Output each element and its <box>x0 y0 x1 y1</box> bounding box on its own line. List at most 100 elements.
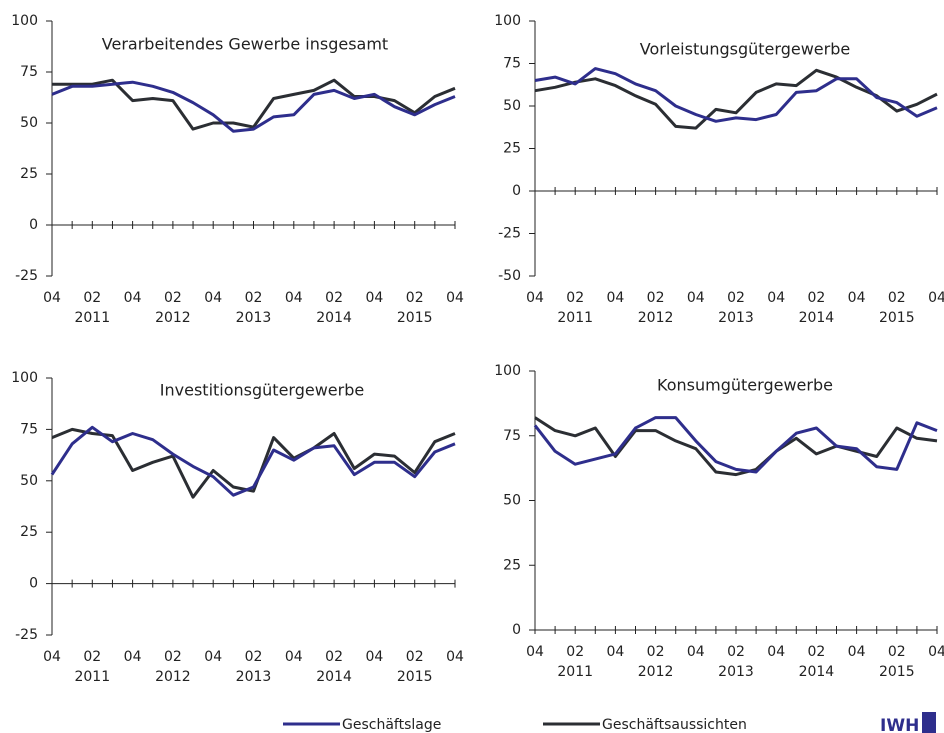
x-tick-label: 02 <box>566 290 584 306</box>
x-tick-label: 02 <box>325 290 343 306</box>
x-tick-label: 04 <box>285 290 303 306</box>
x-tick-label: 04 <box>928 290 944 306</box>
x-tick-label: 04 <box>848 290 866 306</box>
x-tick-label: 02 <box>83 649 101 665</box>
x-tick-label: 02 <box>727 644 745 660</box>
x-tick-label: 02 <box>888 644 906 660</box>
x-tick-label: 02 <box>406 290 424 306</box>
x-tick-label: 02 <box>807 290 825 306</box>
y-tick-label: 50 <box>20 115 38 131</box>
y-tick-label: 0 <box>29 217 38 233</box>
x-tick-label: 02 <box>807 644 825 660</box>
y-tick-label: 75 <box>503 56 521 72</box>
series-line <box>52 78 456 131</box>
x-year-label: 2015 <box>879 310 915 326</box>
y-tick-label: 75 <box>503 428 521 444</box>
x-year-label: 2015 <box>397 669 433 685</box>
x-tick-label: 04 <box>124 649 142 665</box>
panel-title: Verarbeitendes Gewerbe insgesamt <box>102 35 388 54</box>
x-year-label: 2012 <box>155 310 191 326</box>
y-tick-label: 25 <box>503 141 521 157</box>
x-year-label: 2014 <box>799 310 835 326</box>
x-tick-label: 04 <box>43 290 61 306</box>
x-tick-label: 02 <box>888 290 906 306</box>
x-tick-label: 04 <box>124 290 142 306</box>
x-year-label: 2015 <box>397 310 433 326</box>
x-year-label: 2013 <box>718 664 754 680</box>
x-tick-label: 04 <box>687 644 705 660</box>
x-tick-label: 02 <box>325 649 343 665</box>
x-year-label: 2011 <box>74 310 110 326</box>
x-year-label: 2013 <box>236 310 272 326</box>
series-line <box>51 427 456 499</box>
x-tick-label: 04 <box>365 290 383 306</box>
series-line <box>50 425 456 497</box>
y-tick-label: -25 <box>15 268 38 284</box>
x-tick-label: 04 <box>365 649 383 665</box>
x-tick-label: 04 <box>526 644 544 660</box>
x-year-label: 2011 <box>74 669 110 685</box>
y-tick-label: 100 <box>11 370 38 386</box>
x-year-label: 2015 <box>879 664 915 680</box>
x-tick-label: 02 <box>647 644 665 660</box>
x-tick-label: 04 <box>767 290 785 306</box>
panel-title: Investitionsgütergewerbe <box>160 381 364 400</box>
y-tick-label: 0 <box>512 183 521 199</box>
x-tick-label: 04 <box>446 649 464 665</box>
y-tick-label: 75 <box>20 64 38 80</box>
x-tick-label: 04 <box>446 290 464 306</box>
x-year-label: 2012 <box>638 310 674 326</box>
series-line <box>534 68 938 130</box>
y-tick-label: 0 <box>512 622 521 638</box>
y-tick-label: 50 <box>503 98 521 114</box>
x-tick-label: 02 <box>406 649 424 665</box>
y-tick-label: 100 <box>494 13 521 29</box>
x-tick-label: 04 <box>285 649 303 665</box>
y-tick-label: 50 <box>503 493 521 509</box>
y-tick-label: 100 <box>494 363 521 379</box>
x-tick-label: 04 <box>767 644 785 660</box>
y-tick-label: 50 <box>20 473 38 489</box>
logo-bar <box>922 712 936 733</box>
x-tick-label: 04 <box>526 290 544 306</box>
y-tick-label: 25 <box>20 524 38 540</box>
x-tick-label: 04 <box>606 644 624 660</box>
y-tick-label: 25 <box>503 557 521 573</box>
y-tick-label: 0 <box>29 576 38 592</box>
panel-title: Konsumgütergewerbe <box>657 376 833 395</box>
x-tick-label: 02 <box>647 290 665 306</box>
x-year-label: 2012 <box>638 664 674 680</box>
x-tick-label: 02 <box>164 290 182 306</box>
legend-label: Geschäftsaussichten <box>602 717 747 733</box>
x-year-label: 2014 <box>316 310 352 326</box>
x-year-label: 2014 <box>316 669 352 685</box>
series-line <box>533 416 938 474</box>
y-tick-label: 75 <box>20 421 38 437</box>
x-tick-label: 04 <box>848 644 866 660</box>
x-tick-label: 04 <box>204 290 222 306</box>
logo: IWH <box>880 712 936 733</box>
x-tick-label: 02 <box>83 290 101 306</box>
series-line <box>534 67 938 123</box>
x-tick-label: 04 <box>204 649 222 665</box>
x-tick-label: 04 <box>43 649 61 665</box>
panel-title: Vorleistungsgütergewerbe <box>640 40 850 59</box>
x-tick-label: 02 <box>566 644 584 660</box>
x-tick-label: 04 <box>687 290 705 306</box>
logo-text: IWH <box>880 716 919 733</box>
x-year-label: 2012 <box>155 669 191 685</box>
x-tick-label: 02 <box>727 290 745 306</box>
y-tick-label: 100 <box>11 13 38 29</box>
y-tick-label: -25 <box>15 627 38 643</box>
x-tick-label: 04 <box>606 290 624 306</box>
x-tick-label: 04 <box>928 644 944 660</box>
y-tick-label: 25 <box>20 166 38 182</box>
legend-label: Geschäftslage <box>342 717 441 733</box>
x-tick-label: 02 <box>164 649 182 665</box>
x-year-label: 2013 <box>236 669 272 685</box>
x-tick-label: 02 <box>245 649 263 665</box>
y-tick-label: -50 <box>498 268 521 284</box>
series-line <box>534 416 938 477</box>
x-year-label: 2013 <box>718 310 754 326</box>
